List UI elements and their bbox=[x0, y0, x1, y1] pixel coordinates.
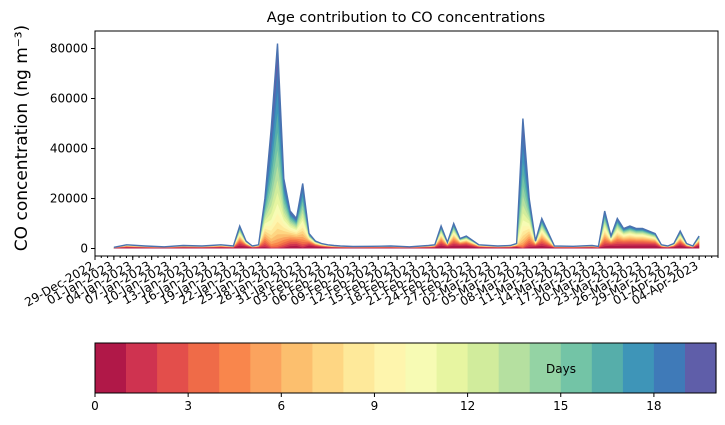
colorbar-cell bbox=[436, 343, 469, 393]
plot-area: 02000040000600008000029-Dec-202201-Jan-2… bbox=[22, 30, 719, 309]
y-tick-label: 80000 bbox=[50, 42, 88, 56]
colorbar-tick-label: 12 bbox=[460, 399, 475, 413]
colorbar-cell bbox=[250, 343, 282, 393]
colorbar-cell bbox=[312, 343, 344, 393]
age-band-1 bbox=[113, 243, 700, 249]
colorbar: 0 3 6 9 12 15 18 bbox=[91, 342, 717, 413]
age-band-18 bbox=[113, 68, 700, 249]
colorbar-cell bbox=[622, 343, 655, 393]
age-band-15 bbox=[113, 132, 700, 249]
age-band-8 bbox=[113, 221, 700, 249]
colorbar-tick-label: 0 bbox=[91, 399, 99, 413]
plot-frame bbox=[94, 30, 719, 257]
colorbar-tick-label: 15 bbox=[553, 399, 568, 413]
chart-title: Age contribution to CO concentrations bbox=[267, 10, 545, 26]
colorbar-tick-label: 9 bbox=[371, 399, 379, 413]
colorbar-cell bbox=[467, 343, 500, 393]
colorbar-frame bbox=[94, 342, 717, 394]
age-band-19 bbox=[113, 43, 700, 249]
colorbar-tick-label: 3 bbox=[184, 399, 192, 413]
colorbar-cell bbox=[529, 343, 562, 393]
y-tick-label: 20000 bbox=[50, 192, 88, 206]
colorbar-cell bbox=[188, 343, 220, 393]
colorbar-cell bbox=[157, 343, 189, 393]
colorbar-cell bbox=[126, 343, 158, 393]
colorbar-label: Days bbox=[546, 362, 576, 376]
age-band-12 bbox=[113, 180, 700, 249]
colorbar-cell bbox=[653, 343, 686, 393]
age-band-16 bbox=[113, 113, 700, 249]
colorbar-cell bbox=[95, 343, 127, 393]
total-line bbox=[113, 43, 700, 248]
y-tick-label: 0 bbox=[80, 242, 88, 256]
age-band-0 bbox=[113, 245, 700, 249]
colorbar-cell bbox=[498, 343, 531, 393]
y-tick-label: 60000 bbox=[50, 92, 88, 106]
y-axis-label: CO concentration (ng m⁻³) bbox=[12, 25, 32, 251]
colorbar-cell bbox=[343, 343, 375, 393]
colorbar-cell bbox=[219, 343, 251, 393]
colorbar-cell bbox=[281, 343, 313, 393]
colorbar-cell bbox=[560, 343, 593, 393]
colorbar-cell bbox=[685, 343, 717, 393]
colorbar-tick-label: 6 bbox=[277, 399, 285, 413]
colorbar-cell bbox=[374, 343, 406, 393]
y-tick-label: 40000 bbox=[50, 142, 88, 156]
colorbar-cell bbox=[405, 343, 438, 393]
colorbar-cell bbox=[591, 343, 624, 393]
age-band-17 bbox=[113, 91, 700, 249]
colorbar-tick-label: 18 bbox=[646, 399, 661, 413]
